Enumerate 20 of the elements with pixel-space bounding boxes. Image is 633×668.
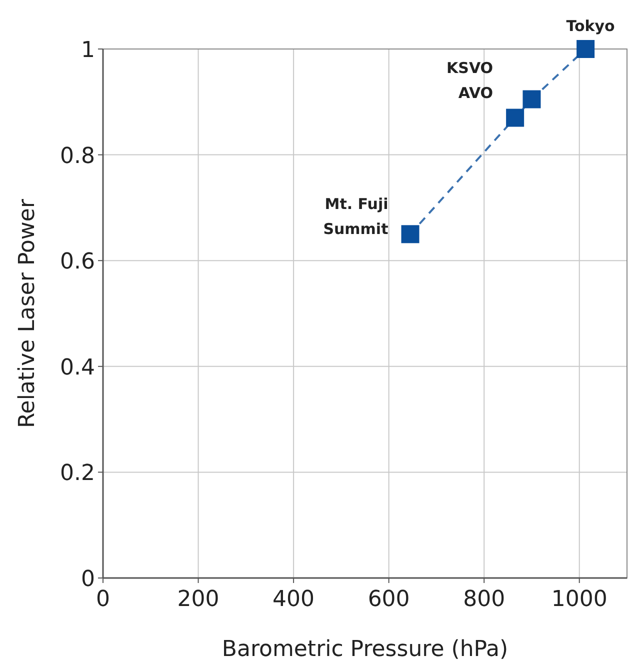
y-tick-label: 1 — [81, 38, 95, 63]
y-tick-label: 0.6 — [60, 250, 95, 275]
x-tick-label: 1000 — [551, 587, 608, 612]
annotation: Tokyo — [566, 17, 615, 35]
x-tick-label: 400 — [272, 587, 315, 612]
x-tick-label: 600 — [368, 587, 410, 612]
point — [401, 225, 420, 244]
point — [522, 90, 541, 108]
x-tick-label: 200 — [177, 587, 220, 612]
y-axis-title: Relative Laser Power — [15, 198, 40, 428]
annotation: Mt. Fuji Summit — [323, 195, 388, 238]
x-tick-label: 800 — [463, 587, 506, 612]
y-tick-label: 0.4 — [60, 355, 95, 380]
point — [506, 108, 524, 127]
y-tick-label: 0.8 — [60, 144, 95, 169]
x-axis-title: Barometric Pressure (hPa) — [222, 637, 508, 662]
point — [576, 40, 595, 58]
y-tick-label: 0.2 — [60, 461, 95, 486]
y-tick-label: 0 — [81, 567, 95, 592]
annotation: KSVO AVO — [446, 58, 494, 102]
